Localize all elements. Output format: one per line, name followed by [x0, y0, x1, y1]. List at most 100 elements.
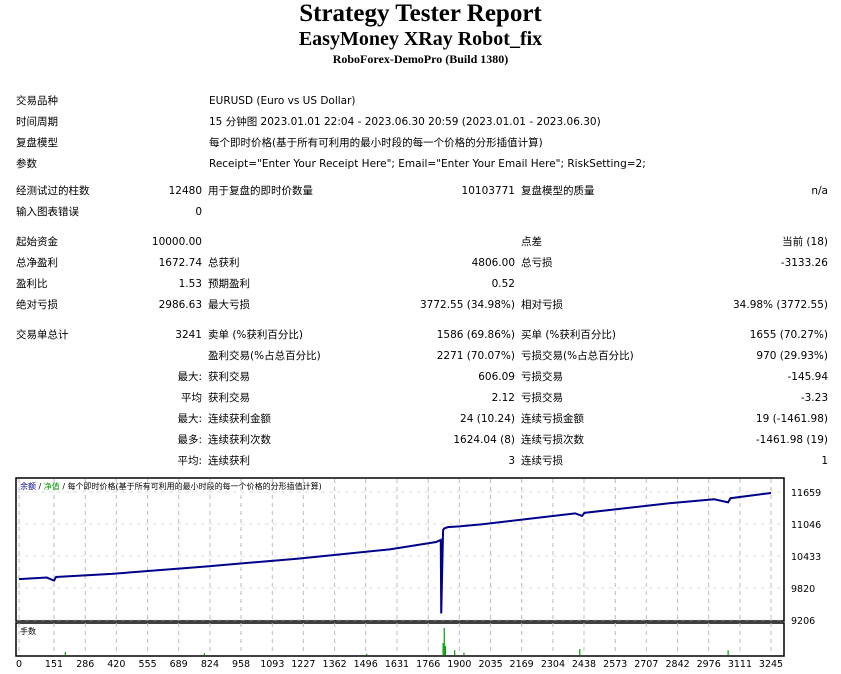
x-tick-label: 2035 [478, 659, 502, 670]
stat-cell: 0.52 [491, 278, 515, 290]
stat-cell: 3772.55 (34.98%) [420, 299, 515, 311]
stat-cell: 606.09 [478, 371, 515, 383]
x-tick-label: 958 [232, 659, 250, 670]
legend-sep: / [36, 482, 44, 491]
stat-cell: 24 (10.24) [460, 413, 515, 425]
x-tick-label: 286 [76, 659, 94, 670]
stat-cell: 连续获利次数 [208, 434, 271, 446]
stat-cell: 总亏损 [521, 257, 553, 269]
info-label: 参数 [16, 158, 37, 170]
stat-cell: 1 [821, 455, 828, 467]
stat-cell: 19 (-1461.98) [755, 413, 828, 425]
stat-cell: 最多: [177, 434, 202, 446]
stat-cell: 总净盈利 [16, 257, 58, 269]
x-tick-label: 151 [45, 659, 63, 670]
x-tick-label: 1093 [260, 659, 284, 670]
stat-cell: 连续亏损 [521, 455, 563, 467]
x-tick-label: 1631 [385, 659, 409, 670]
x-tick-label: 420 [107, 659, 125, 670]
stat-cell: -145.94 [787, 371, 828, 383]
x-tick-label: 1227 [291, 659, 315, 670]
stat-cell: 3241 [175, 329, 202, 341]
stat-cell: 连续亏损金额 [521, 413, 584, 425]
balance-line [18, 491, 772, 614]
info-value: EURUSD (Euro vs US Dollar) [209, 95, 356, 107]
x-tick-label: 3245 [759, 659, 783, 670]
stat-cell: n/a [811, 185, 828, 197]
balance-chart: 0 151 286 420 555 689 824 958 1093 1227 1362 1496 16… [15, 477, 821, 670]
stat-cell: 连续亏损次数 [521, 434, 584, 446]
stat-cell: 12480 [168, 185, 202, 197]
x-tick-label: 1496 [354, 659, 378, 670]
x-tick-label: 1362 [323, 659, 347, 670]
info-value: 15 分钟图 2023.01.01 22:04 - 2023.06.30 20:… [209, 116, 601, 128]
y-tick-label: 11046 [791, 520, 821, 531]
x-tick-label: 1766 [416, 659, 440, 670]
stat-cell: 最大: [177, 413, 202, 425]
stat-cell: 最大亏损 [208, 299, 250, 311]
price-panel [15, 477, 785, 622]
stat-cell: 连续获利金额 [208, 413, 271, 425]
stat-cell: 相对亏损 [521, 299, 563, 311]
x-tick-label: 0 [16, 659, 22, 670]
x-tick-label: 2707 [634, 659, 658, 670]
stat-cell: 0 [195, 206, 202, 218]
x-tick-label: 1900 [447, 659, 471, 670]
y-tick-label: 11659 [791, 488, 821, 499]
x-tick-label: 2304 [541, 659, 565, 670]
legend-balance: 余额 [20, 481, 36, 491]
info-label: 复盘模型 [16, 137, 58, 149]
stat-cell: 交易单总计 [16, 329, 69, 341]
y-tick-label: 9206 [791, 616, 815, 627]
stat-cell: 3 [508, 455, 515, 467]
stat-cell: 经测试过的柱数 [16, 185, 90, 197]
stat-cell: -1461.98 (19) [755, 434, 828, 446]
stat-cell: 盈利比 [16, 278, 48, 290]
stat-cell: 预期盈利 [208, 278, 250, 290]
stat-cell: 亏损交易(%占总百分比) [521, 350, 634, 362]
stat-cell: 亏损交易 [521, 392, 563, 404]
server-build: RoboForex-DemoPro (Build 1380) [332, 52, 509, 66]
y-tick-label: 9820 [791, 584, 815, 595]
info-value: Receipt="Enter Your Receipt Here"; Email… [209, 158, 646, 170]
stat-cell: 2271 (70.07%) [436, 350, 515, 362]
chart-legend: 余额 / 净值 / 每个即时价格(基于所有可利用的最小时段的每一个价格的分形插值… [20, 481, 322, 491]
legend-equity: 净值 [44, 481, 60, 491]
y-tick-label: 10433 [791, 552, 821, 563]
x-tick-label: 3111 [728, 659, 752, 670]
info-label: 时间周期 [16, 116, 58, 128]
legend-sep: / [60, 482, 68, 491]
stat-cell: 获利交易 [208, 392, 250, 404]
x-tick-label: 2842 [666, 659, 690, 670]
stat-cell: 1655 (70.27%) [749, 329, 828, 341]
stat-cell: 输入图表错误 [16, 206, 79, 218]
report-subtitle: EasyMoney XRay Robot_fix [298, 28, 543, 50]
stat-cell: 1586 (69.86%) [436, 329, 515, 341]
stat-cell: 1624.04 (8) [453, 434, 515, 446]
x-tick-label: 2976 [697, 659, 721, 670]
stat-cell: 获利交易 [208, 371, 250, 383]
x-tick-label: 2438 [572, 659, 596, 670]
stat-cell: 连续获利 [208, 455, 250, 467]
volume-label: 手数 [20, 626, 36, 636]
stat-cell: 1.53 [178, 278, 202, 290]
stat-cell: 卖单 (%获利百分比) [208, 329, 304, 341]
x-tick-label: 2169 [510, 659, 534, 670]
x-tick-label: 555 [139, 659, 157, 670]
stat-cell: 买单 (%获利百分比) [521, 329, 617, 341]
stat-cell: 最大: [177, 371, 202, 383]
stat-cell: 起始资金 [16, 236, 58, 248]
x-tick-label: 824 [201, 659, 219, 670]
stat-cell: 平均: [177, 455, 202, 467]
volume-panel [15, 622, 785, 657]
stat-cell: 10000.00 [151, 236, 202, 248]
x-tick-label: 2573 [603, 659, 627, 670]
stat-cell: 970 (29.93%) [756, 350, 828, 362]
stat-cell: 34.98% (3772.55) [733, 299, 828, 311]
stat-cell: 2.12 [491, 392, 515, 404]
stat-cell: 复盘模型的质量 [521, 185, 595, 197]
stat-cell: -3133.26 [780, 257, 828, 269]
stat-cell: -3.23 [800, 392, 828, 404]
legend-model: 每个即时价格(基于所有可利用的最小时段的每一个价格的分形插值计算) [68, 481, 322, 491]
stat-cell: 总获利 [208, 257, 240, 269]
